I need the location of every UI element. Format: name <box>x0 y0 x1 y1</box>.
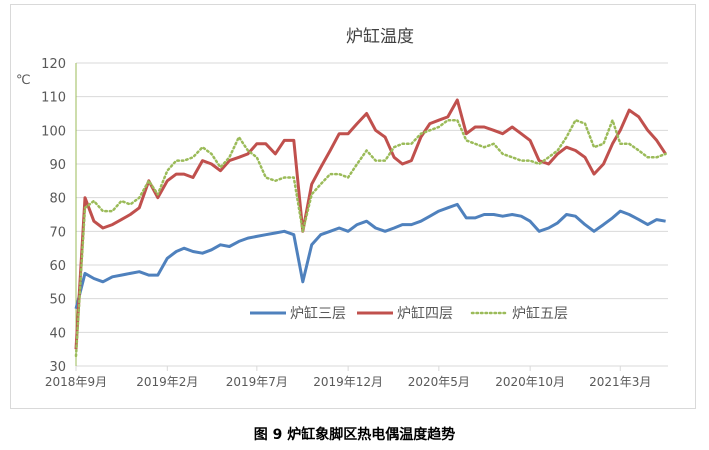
line-chart: 炉缸温度 ℃ 30 40 50 60 70 80 90 100 110 120 2018年9月 2019年… <box>16 26 668 389</box>
y-tick-label: 50 <box>49 293 66 308</box>
x-tick-label: 2018年9月 <box>45 375 107 389</box>
x-tick-label: 2020年10月 <box>495 375 565 389</box>
y-tick-label: 100 <box>41 124 66 139</box>
y-tick-label: 90 <box>49 158 66 173</box>
y-tick-label: 120 <box>41 57 66 72</box>
y-tick-label: 30 <box>49 360 66 375</box>
y-tick-label: 60 <box>49 259 66 274</box>
x-tick-label: 2019年2月 <box>136 375 198 389</box>
chart-frame <box>10 4 696 409</box>
y-axis-unit: ℃ <box>16 73 31 88</box>
legend-label: 炉缸五层 <box>512 305 568 322</box>
y-tick-label: 70 <box>49 225 66 240</box>
x-tick-label: 2021年3月 <box>589 375 651 389</box>
legend-label: 炉缸四层 <box>397 305 453 322</box>
x-tick-label: 2019年7月 <box>226 375 288 389</box>
y-tick-label: 110 <box>41 91 66 106</box>
chart-title: 炉缸温度 <box>346 26 414 47</box>
series-line-4-layer <box>74 98 667 350</box>
series-line-5-layer <box>74 118 667 358</box>
series-line-3-layer <box>74 202 666 310</box>
y-tick-label: 80 <box>49 192 66 207</box>
figure-caption: 图 9 炉缸象脚区热电偶温度趋势 <box>253 427 456 443</box>
x-tick-label: 2019年12月 <box>313 375 383 389</box>
x-tick-label: 2020年5月 <box>408 375 470 389</box>
legend-label: 炉缸三层 <box>290 305 346 322</box>
y-tick-label: 40 <box>49 326 66 341</box>
